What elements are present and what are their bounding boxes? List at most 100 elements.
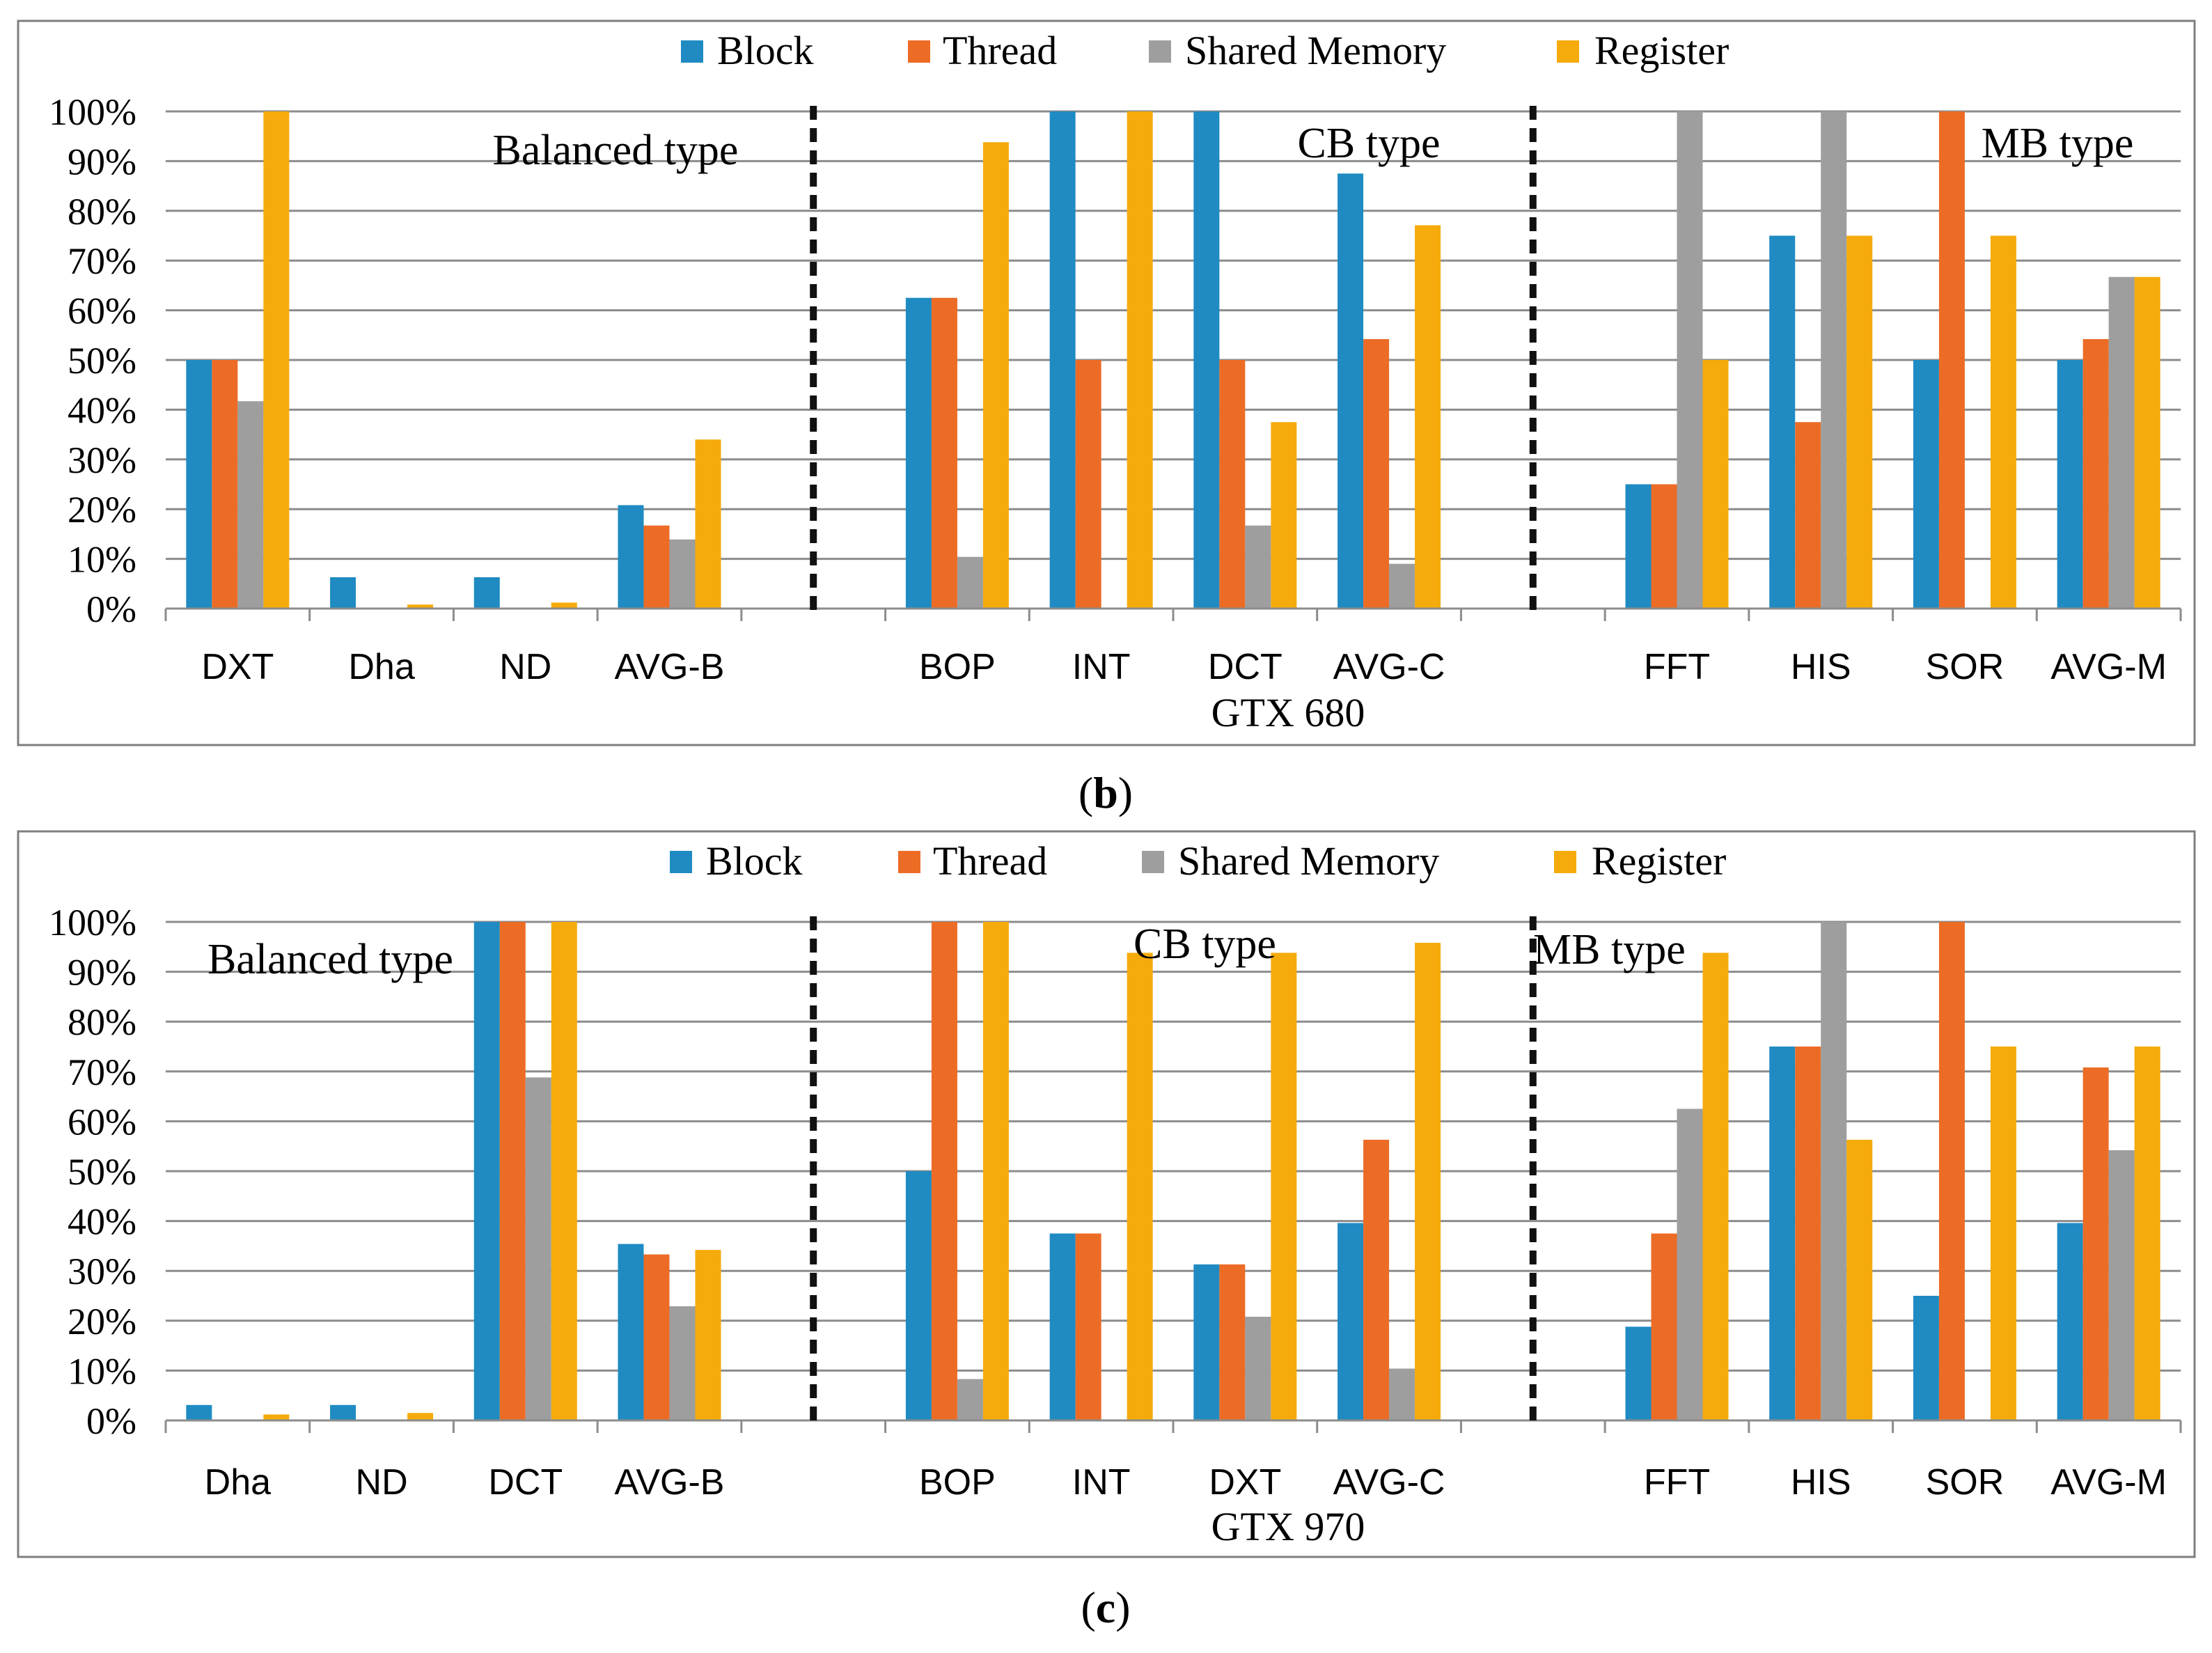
legend-label-block: Block: [717, 28, 814, 73]
bar-register-dxt: [1271, 953, 1297, 1420]
bar-thread-dxt: [1219, 1264, 1246, 1420]
y-tick-label: 60%: [68, 1101, 136, 1143]
group-label-cb-type: CB type: [1298, 120, 1441, 167]
x-tick-label-bop: BOP: [919, 647, 996, 687]
group-label-cb-type: CB type: [1134, 920, 1276, 968]
x-tick-label-dct: DCT: [488, 1462, 563, 1503]
bar-register-avg-c: [1415, 225, 1441, 609]
bar-shared-memory-his: [1821, 111, 1847, 609]
bar-thread-avg-c: [1363, 1139, 1390, 1420]
bar-block-sor: [1913, 1296, 1939, 1420]
legend-swatch-block: [681, 40, 703, 63]
y-tick-label: 90%: [68, 141, 136, 182]
bar-shared-memory-avg-c: [1389, 1368, 1415, 1420]
group-dividers: [810, 106, 1537, 611]
y-tick-label: 100%: [49, 902, 136, 943]
bar-register-bop: [982, 922, 1009, 1420]
bar-block-bop: [905, 1171, 932, 1420]
bar-thread-int: [1075, 360, 1101, 609]
y-tick-label: 40%: [68, 1201, 136, 1243]
x-tick-label-dxt: DXT: [201, 647, 274, 687]
y-tick-label: 80%: [68, 191, 136, 233]
bar-thread-avg-b: [643, 1254, 670, 1420]
bar-block-his: [1769, 1047, 1796, 1420]
bar-thread-bop: [931, 297, 957, 609]
bar-thread-avg-c: [1363, 339, 1390, 609]
chart-panel-gtx970: Block Thread Shared Memory Register 0% 10% 20…: [17, 830, 2196, 1558]
legend-swatch-register: [1557, 40, 1579, 63]
y-tick-label: 60%: [68, 290, 136, 332]
legend-label-block: Block: [706, 838, 803, 884]
bar-block-nd: [473, 577, 500, 609]
bar-register-avg-c: [1415, 943, 1441, 1420]
y-axis-tick-labels: 0% 10% 20% 30% 40% 50% 60% 70% 80% 90% 100%: [49, 902, 136, 1442]
bar-shared-memory-dct: [1245, 525, 1271, 609]
bar-thread-dct: [1219, 360, 1246, 609]
bar-register-fft: [1702, 953, 1729, 1420]
legend-swatch-thread: [898, 851, 920, 873]
bar-register-bop: [982, 142, 1009, 609]
bar-register-avg-b: [695, 1250, 721, 1420]
bar-block-avg-b: [618, 1244, 644, 1420]
bar-block-bop: [905, 297, 932, 609]
bar-shared-memory-avg-b: [669, 539, 696, 609]
x-tick-label-int: INT: [1072, 1462, 1131, 1503]
x-tick-label-sor: SOR: [1926, 647, 2005, 687]
legend-swatch-shared-memory: [1142, 851, 1164, 873]
bar-thread-fft: [1651, 484, 1677, 609]
x-axis: [164, 1419, 2182, 1433]
y-tick-label: 80%: [68, 1001, 136, 1043]
x-tick-label-avg-m: AVG-M: [2050, 1462, 2167, 1503]
legend-label-thread: Thread: [933, 838, 1047, 884]
bar-block-avg-c: [1338, 173, 1364, 609]
bar-block-int: [1049, 111, 1076, 609]
group-dividers: [810, 916, 1537, 1423]
bar-shared-memory-fft: [1677, 111, 1703, 609]
y-tick-label: 10%: [68, 1350, 136, 1392]
x-tick-label-dha: Dha: [348, 647, 414, 687]
bar-thread-int: [1075, 1233, 1101, 1420]
legend-label-shared-memory: Shared Memory: [1185, 28, 1446, 73]
y-tick-label: 50%: [68, 340, 136, 382]
x-tick-label-sor: SOR: [1926, 1462, 2005, 1503]
x-axis-label: GTX 680: [1211, 690, 1365, 735]
bar-block-dct: [473, 922, 500, 1420]
bars: [186, 922, 2160, 1420]
legend: Block Thread Shared Memory Register: [681, 28, 1729, 73]
bar-register-avg-b: [695, 439, 721, 609]
y-tick-label: 70%: [68, 1051, 136, 1093]
bar-register-sor: [1990, 235, 2016, 609]
bar-shared-memory-avg-m: [2108, 276, 2135, 609]
x-axis-label: GTX 970: [1211, 1504, 1365, 1549]
bar-thread-sor: [1938, 922, 1965, 1420]
bar-register-avg-m: [2134, 276, 2160, 609]
x-tick-label-fft: FFT: [1644, 647, 1710, 687]
bar-block-dxt: [186, 360, 212, 609]
bar-register-int: [1127, 111, 1153, 609]
bar-block-his: [1769, 235, 1796, 609]
bar-register-his: [1846, 235, 1873, 609]
x-axis-tick-labels: DXT Dha ND AVG-B BOP INT DCT AVG-C FFT HIS SOR AVG-…: [201, 647, 2167, 687]
bar-shared-memory-bop: [957, 1379, 983, 1420]
x-tick-label-dha: Dha: [205, 1462, 271, 1503]
bar-thread-his: [1795, 1047, 1821, 1420]
y-tick-label: 50%: [68, 1151, 136, 1193]
legend-swatch-register: [1554, 851, 1576, 873]
x-tick-label-nd: ND: [499, 647, 551, 687]
y-tick-label: 0%: [86, 1400, 136, 1442]
x-tick-label-dxt: DXT: [1209, 1462, 1281, 1503]
x-tick-label-avg-c: AVG-C: [1333, 647, 1445, 687]
x-tick-label-his: HIS: [1791, 1462, 1851, 1503]
y-tick-label: 20%: [68, 1301, 136, 1342]
bar-register-sor: [1990, 1047, 2016, 1420]
bar-register-nd: [551, 602, 577, 609]
legend-label-register: Register: [1594, 28, 1729, 73]
x-tick-label-dct: DCT: [1208, 647, 1283, 687]
bar-shared-memory-his: [1821, 922, 1847, 1420]
bar-register-dct: [1271, 422, 1297, 609]
legend-label-register: Register: [1592, 838, 1726, 884]
x-tick-label-fft: FFT: [1644, 1462, 1710, 1503]
bar-shared-memory-fft: [1677, 1108, 1703, 1420]
group-labels: Balanced type CB type MB type: [493, 120, 2134, 174]
